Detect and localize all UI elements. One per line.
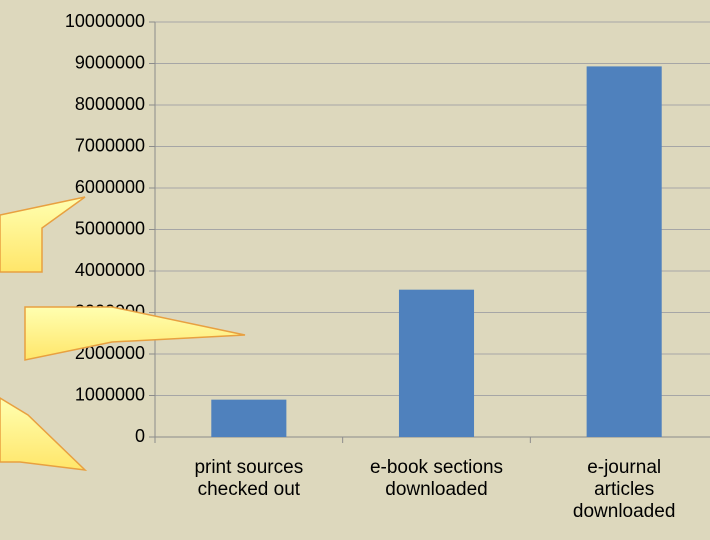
y-tick-label: 0	[135, 426, 145, 446]
y-tick-label: 5000000	[75, 218, 145, 238]
y-tick-label: 7000000	[75, 135, 145, 155]
bar	[211, 399, 287, 437]
bar	[398, 289, 475, 437]
x-tick-label: e-journal articles downloaded	[572, 457, 676, 522]
x-tick-label: e-book sections downloaded	[369, 457, 504, 500]
callout	[0, 196, 86, 273]
bar	[586, 66, 662, 437]
y-tick-label: 8000000	[75, 94, 145, 114]
callout	[24, 306, 246, 361]
plot: 0100000020000003000000400000050000006000…	[65, 11, 710, 446]
y-tick-label: 9000000	[75, 52, 145, 72]
y-tick-label: 6000000	[75, 177, 145, 197]
y-tick-label: 2000000	[75, 343, 145, 363]
y-tick-label: 10000000	[65, 11, 145, 31]
y-tick-label: 1000000	[75, 384, 145, 404]
x-tick-label: print sources checked out	[194, 457, 304, 500]
callout	[0, 397, 88, 472]
y-tick-label: 4000000	[75, 260, 145, 280]
